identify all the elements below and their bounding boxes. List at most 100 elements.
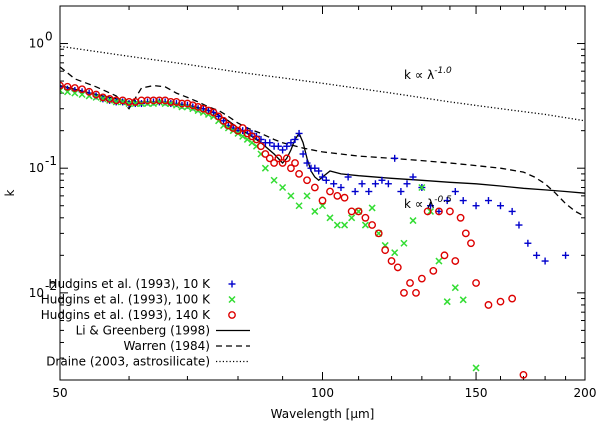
data-point (215, 112, 223, 120)
data-point (524, 239, 532, 247)
data-point (443, 197, 451, 205)
data-point (333, 221, 341, 229)
data-point (238, 124, 247, 132)
data-point (347, 207, 356, 216)
data-point (112, 98, 120, 106)
data-point (279, 183, 287, 192)
y-tick-exponent: -2 (45, 279, 57, 293)
data-point (429, 267, 438, 275)
data-point (295, 129, 303, 137)
x-tick-label: 150 (465, 386, 488, 400)
data-point (403, 180, 411, 188)
legend-label: Hudgins et al. (1993), 100 K (41, 293, 211, 307)
data-point (311, 207, 319, 215)
data-point (387, 257, 396, 265)
data-point (443, 298, 451, 306)
plot-frame (59, 5, 586, 381)
data-point (354, 207, 363, 216)
data-point (131, 100, 139, 108)
data-point (412, 288, 420, 297)
x-tick-label: 100 (311, 386, 334, 400)
data-point (279, 146, 287, 154)
data-point (467, 239, 475, 248)
data-point (322, 176, 330, 184)
data-point (311, 164, 319, 172)
data-point (459, 296, 467, 304)
data-point (295, 169, 303, 178)
data-point (533, 251, 541, 259)
data-point (282, 154, 291, 163)
data-point (92, 90, 100, 99)
data-point (283, 142, 291, 150)
data-point (252, 135, 261, 144)
data-point (361, 221, 369, 229)
data-point (515, 221, 523, 229)
x-tick-label: 200 (574, 386, 597, 400)
data-point (435, 257, 443, 265)
data-point (541, 257, 549, 265)
data-point (400, 239, 408, 247)
x-axis-title: Wavelength [μm] (271, 407, 375, 421)
data-point (562, 251, 570, 259)
data-point (295, 202, 303, 210)
data-point (461, 229, 470, 238)
data-point (178, 99, 186, 108)
data-point (287, 192, 295, 200)
data-point (451, 257, 460, 265)
legend-marker (228, 280, 236, 288)
data-point (484, 301, 493, 309)
data-point (391, 249, 399, 257)
data-point (166, 98, 175, 106)
data-point (374, 229, 383, 238)
data-point (340, 193, 349, 202)
data-point (519, 370, 528, 379)
data-point (291, 135, 299, 143)
data-point (496, 202, 504, 210)
data-point (274, 142, 282, 150)
data-point (270, 159, 278, 167)
data-point (287, 139, 295, 147)
data-point (278, 159, 287, 167)
data-point (341, 221, 349, 229)
y-tick-label: 10 (29, 286, 44, 300)
data-point (209, 108, 218, 117)
data-point (319, 173, 326, 181)
data-point (426, 202, 434, 210)
power-law-annotation: k ∝ λ-0.5 (404, 195, 452, 211)
legend-label: Hudgins et al. (1993), 10 K (48, 277, 211, 291)
data-point (484, 197, 492, 205)
data-point (99, 95, 107, 103)
series-line-5 (60, 45, 585, 122)
data-point (261, 150, 270, 158)
data-point (261, 164, 269, 172)
data-point (368, 221, 377, 229)
legend-label: Warren (1984) (123, 339, 210, 353)
data-point (451, 284, 459, 292)
data-point (344, 173, 352, 181)
data-point (303, 192, 311, 200)
legend-label: Hudgins et al. (1993), 140 K (41, 308, 211, 322)
data-point (358, 180, 366, 188)
data-point (266, 139, 274, 147)
y-tick-exponent: 0 (45, 30, 53, 44)
data-point (330, 180, 338, 188)
data-point (417, 274, 426, 283)
y-tick-exponent: -1 (45, 154, 57, 168)
data-point (219, 116, 228, 125)
data-point (384, 180, 392, 188)
y-axis-title: k (3, 189, 17, 196)
data-point (365, 188, 373, 196)
legend-marker (228, 295, 236, 304)
series-line-4 (60, 66, 585, 218)
data-point (333, 191, 342, 200)
plot-area (60, 45, 585, 379)
data-point (446, 207, 454, 216)
data-point (274, 154, 283, 163)
data-point (270, 176, 278, 184)
data-point (391, 154, 399, 162)
data-point (371, 180, 379, 188)
data-point (472, 202, 480, 210)
series-2 (60, 81, 528, 379)
